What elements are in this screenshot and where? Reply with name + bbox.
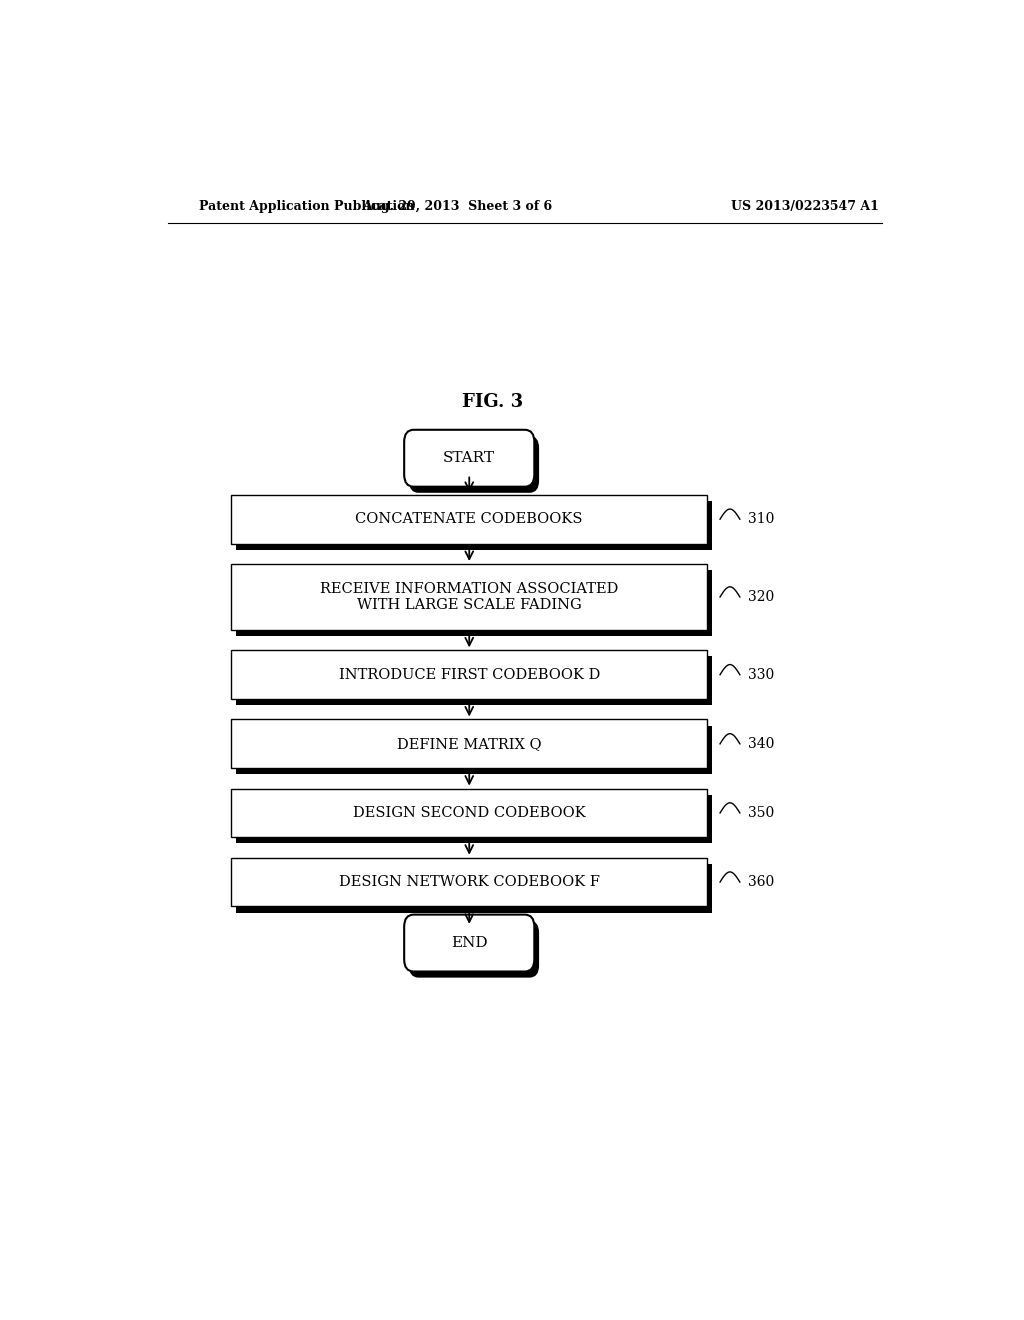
FancyBboxPatch shape bbox=[404, 915, 535, 972]
Text: CONCATENATE CODEBOOKS: CONCATENATE CODEBOOKS bbox=[355, 512, 583, 527]
Text: 360: 360 bbox=[748, 875, 774, 890]
Bar bbox=[231, 858, 708, 907]
Text: Aug. 29, 2013  Sheet 3 of 6: Aug. 29, 2013 Sheet 3 of 6 bbox=[362, 199, 552, 213]
Text: Patent Application Publication: Patent Application Publication bbox=[200, 199, 415, 213]
Text: 350: 350 bbox=[748, 807, 774, 820]
FancyBboxPatch shape bbox=[404, 430, 535, 487]
Text: DESIGN SECOND CODEBOOK: DESIGN SECOND CODEBOOK bbox=[353, 807, 586, 820]
Bar bbox=[231, 564, 708, 630]
Text: INTRODUCE FIRST CODEBOOK D: INTRODUCE FIRST CODEBOOK D bbox=[339, 668, 600, 681]
Text: 330: 330 bbox=[748, 668, 774, 681]
Text: START: START bbox=[443, 451, 496, 465]
FancyBboxPatch shape bbox=[409, 921, 539, 978]
Text: RECEIVE INFORMATION ASSOCIATED
WITH LARGE SCALE FADING: RECEIVE INFORMATION ASSOCIATED WITH LARG… bbox=[321, 582, 618, 612]
Text: 340: 340 bbox=[748, 737, 774, 751]
Bar bbox=[236, 863, 712, 912]
Bar bbox=[231, 495, 708, 544]
Bar bbox=[231, 719, 708, 768]
Text: 310: 310 bbox=[748, 512, 774, 527]
Text: DEFINE MATRIX Q: DEFINE MATRIX Q bbox=[397, 737, 542, 751]
Text: END: END bbox=[451, 936, 487, 950]
Text: FIG. 3: FIG. 3 bbox=[463, 393, 523, 412]
Bar bbox=[236, 656, 712, 705]
Bar bbox=[236, 500, 712, 549]
FancyBboxPatch shape bbox=[409, 436, 539, 492]
Bar bbox=[231, 651, 708, 700]
Bar bbox=[231, 788, 708, 837]
Bar bbox=[236, 795, 712, 843]
Text: US 2013/0223547 A1: US 2013/0223547 A1 bbox=[731, 199, 879, 213]
Bar bbox=[236, 570, 712, 636]
Bar bbox=[236, 726, 712, 775]
Text: 320: 320 bbox=[748, 590, 774, 605]
Text: DESIGN NETWORK CODEBOOK F: DESIGN NETWORK CODEBOOK F bbox=[339, 875, 600, 890]
